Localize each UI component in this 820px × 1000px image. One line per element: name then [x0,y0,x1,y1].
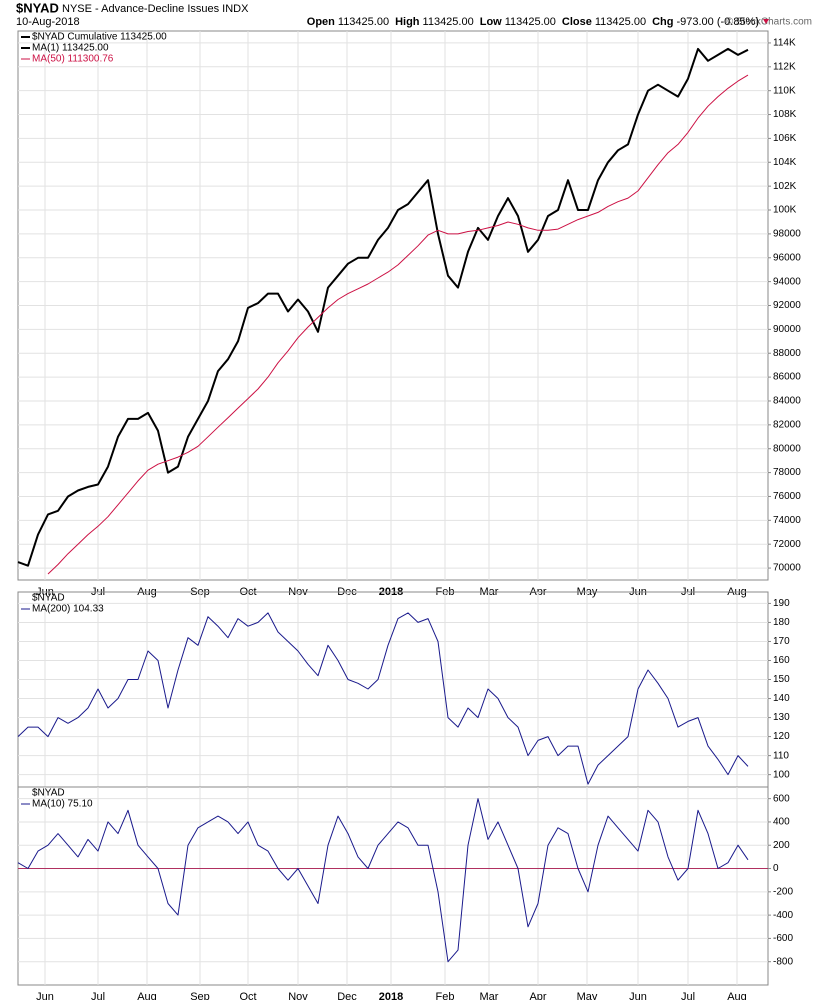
quote-label: Open [307,16,335,28]
quote: Open 113425.00 High 113425.00 Low 113425.00 Cl… [307,16,759,28]
date: 10-Aug-2018 [16,16,80,28]
y-tick-label: 112K [773,61,796,72]
y-tick-label: 0 [773,863,779,874]
legend-label: MA(10) 75.10 [32,799,93,810]
legend-label: MA(50) 111300.76 [32,54,114,65]
y-tick-label: 82000 [773,419,801,430]
series-line [17,798,749,963]
y-tick-label: 140 [773,693,790,704]
y-tick-label: 130 [773,712,790,723]
series-line [17,47,749,567]
panel-label: $NYAD [32,593,65,604]
legend-label: MA(200) 104.33 [32,604,104,615]
quote-label: High [395,16,420,28]
y-tick-label: 78000 [773,467,801,478]
quote-label: Close [562,16,592,28]
quote-value: 113425.00 [423,16,474,28]
x-tick-label: Dec [337,991,357,1000]
y-tick-label: 100K [773,205,797,216]
y-tick-label: 84000 [773,396,801,407]
x-tick-label: Apr [529,991,546,1000]
y-tick-label: 104K [773,157,797,168]
y-tick-label: 96000 [773,252,801,263]
y-tick-label: 110K [773,85,796,96]
y-tick-label: 110 [773,750,789,761]
y-tick-label: 100 [773,769,790,780]
y-tick-label: 102K [773,181,797,192]
y-tick-label: 86000 [773,372,801,383]
y-tick-label: -400 [773,910,793,921]
y-tick-label: 160 [773,655,790,666]
quote-text: Open 113425.00 High 113425.00 Low 113425.00 Cl… [307,16,759,28]
down-arrow [763,19,769,24]
x-tick-label: Jun [629,991,647,1000]
y-tick-label: 180 [773,617,790,628]
y-tick-label: 98000 [773,229,801,240]
quote-value: -973.00 (-0.85%) [676,16,759,28]
y-tick-label: 190 [773,598,790,609]
x-tick-label: Oct [239,991,256,1000]
y-tick-label: 94000 [773,276,801,287]
y-tick-label: 170 [773,636,790,647]
legend-label: MA(1) 113425.00 [32,43,109,54]
x-tick-label: Nov [288,991,308,1000]
panel-label: $NYAD [32,788,65,799]
y-tick-label: 88000 [773,348,801,359]
symbol-name: NYSE - Advance-Decline Issues INDX [62,3,249,15]
quote-label: Chg [652,16,673,28]
panel-label: $NYAD Cumulative 113425.00 [32,32,167,43]
quote-value: 113425.00 [595,16,646,28]
symbol: $NYAD [16,0,59,15]
y-tick-label: 72000 [773,539,801,550]
y-tick-label: 74000 [773,515,801,526]
y-tick-label: 76000 [773,491,801,502]
y-tick-label: 150 [773,674,790,685]
quote-value: 113425.00 [505,16,556,28]
y-tick-label: -200 [773,886,793,897]
x-tick-label: Sep [190,991,210,1000]
x-tick-label: May [577,991,598,1000]
x-tick-label: Feb [436,991,455,1000]
x-tick-label: Aug [137,991,157,1000]
y-tick-label: -800 [773,956,793,967]
y-tick-label: 400 [773,817,790,828]
y-tick-label: 200 [773,840,790,851]
x-tick-label: Jun [36,991,54,1000]
y-tick-label: 120 [773,731,790,742]
y-tick-label: 92000 [773,300,801,311]
y-tick-label: 90000 [773,324,801,335]
copyright: © StockCharts.com [726,17,812,28]
y-tick-label: 80000 [773,443,801,454]
series-line [17,612,749,785]
y-tick-label: 600 [773,793,790,804]
y-tick-label: 114K [773,38,796,49]
x-tick-label: Mar [480,991,499,1000]
y-tick-label: 106K [773,133,797,144]
y-tick-label: 70000 [773,563,801,574]
quote-label: Low [480,16,502,28]
quote-value: 113425.00 [338,16,389,28]
x-tick-label: Jul [91,991,105,1000]
plot-frame [17,786,769,986]
y-tick-label: -600 [773,933,793,944]
x-tick-label: Aug [727,991,747,1000]
x-tick-label: Jul [681,991,695,1000]
y-tick-label: 108K [773,109,797,120]
x-tick-label: 2018 [379,991,403,1000]
series-line [47,74,749,575]
